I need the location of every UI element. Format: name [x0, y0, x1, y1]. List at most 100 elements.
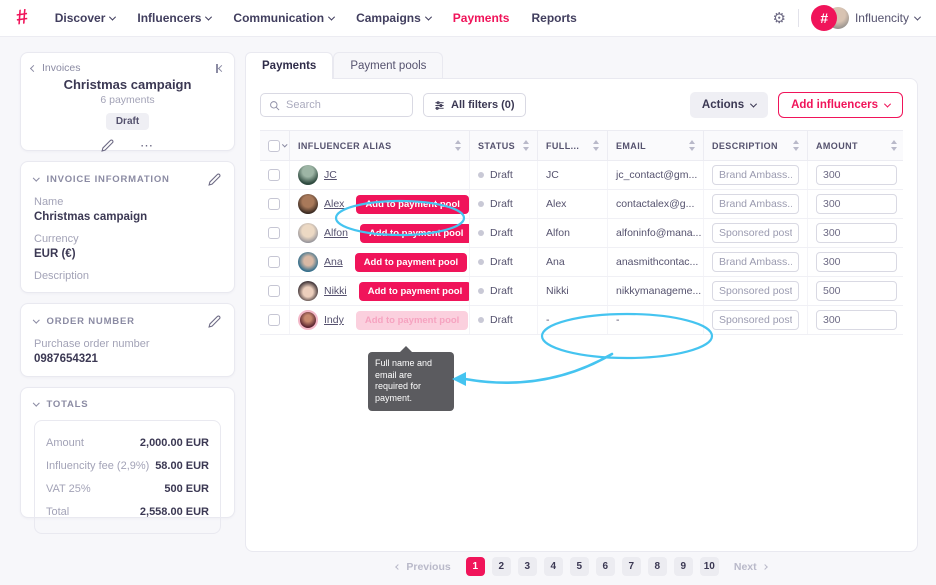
account-menu[interactable]: # Influencity: [810, 5, 922, 31]
nav-item-payments[interactable]: Payments: [452, 11, 510, 25]
table-header-row: INFLUENCER ALIAS STATUS FULL... EMAIL DE…: [260, 131, 903, 161]
order-number-header[interactable]: ORDER NUMBER: [33, 316, 135, 327]
column-header-description: DESCRIPTION: [704, 131, 808, 160]
influencer-alias-link[interactable]: Nikki: [324, 285, 347, 297]
chevron-left-icon: [29, 64, 38, 72]
row-checkbox[interactable]: [268, 314, 280, 326]
chevron-down-icon[interactable]: [282, 141, 288, 147]
sort-icon[interactable]: [523, 140, 529, 151]
status-dot-icon: [478, 172, 484, 178]
influencer-alias-link[interactable]: Indy: [324, 314, 344, 326]
edit-pencil-icon[interactable]: [101, 139, 114, 152]
previous-page-button[interactable]: Previous: [395, 561, 451, 573]
chevron-down-icon: [33, 316, 40, 324]
all-filters-button[interactable]: All filters (0): [423, 93, 526, 117]
description-input[interactable]: [712, 252, 799, 272]
nav-item-communication[interactable]: Communication: [233, 11, 336, 25]
totals-row-amount: Amount 2,000.00 EUR: [46, 436, 209, 449]
amount-input[interactable]: [816, 194, 897, 214]
page-button-2[interactable]: 2: [491, 557, 511, 576]
influencer-alias-link[interactable]: Alex: [324, 198, 345, 210]
totals-header[interactable]: TOTALS: [33, 399, 88, 410]
chevron-down-icon: [328, 13, 336, 21]
sort-icon[interactable]: [455, 140, 461, 151]
status-text: Draft: [490, 198, 513, 210]
page-button-4[interactable]: 4: [543, 557, 563, 576]
row-checkbox[interactable]: [268, 169, 280, 181]
edit-pencil-icon[interactable]: [208, 173, 221, 186]
add-to-payment-pool-button[interactable]: Add to payment pool: [354, 252, 468, 272]
account-name: Influencity: [855, 11, 922, 25]
full-name-cell: -: [538, 306, 608, 334]
description-input[interactable]: [712, 310, 799, 330]
tab-payments[interactable]: Payments: [245, 52, 334, 79]
amount-input[interactable]: [816, 310, 897, 330]
table-row: Indy Add to payment pool Draft - -: [260, 306, 903, 335]
column-header-full-name: FULL...: [538, 131, 608, 160]
row-checkbox[interactable]: [268, 227, 280, 239]
description-input[interactable]: [712, 165, 799, 185]
invoice-information-header[interactable]: INVOICE INFORMATION: [33, 174, 170, 185]
status-dot-icon: [478, 259, 484, 265]
nav-item-discover[interactable]: Discover: [55, 11, 117, 25]
add-influencers-button[interactable]: Add influencers: [778, 92, 903, 118]
chevron-down-icon: [913, 13, 922, 21]
search-input[interactable]: [286, 99, 404, 111]
sort-icon[interactable]: [793, 140, 799, 151]
page-button-10[interactable]: 10: [699, 557, 719, 576]
nav-item-campaigns[interactable]: Campaigns: [356, 11, 432, 25]
add-to-payment-pool-button[interactable]: Add to payment pool: [358, 281, 469, 301]
chevron-right-icon: [761, 563, 768, 570]
gear-icon[interactable]: ⚙: [772, 9, 786, 27]
amount-input[interactable]: [816, 223, 897, 243]
amount-input[interactable]: [816, 165, 897, 185]
influencer-alias-link[interactable]: Alfon: [324, 227, 348, 239]
chevron-down-icon: [109, 13, 117, 21]
search-box[interactable]: [260, 93, 413, 117]
sort-icon[interactable]: [689, 140, 695, 151]
full-name-cell: Nikki: [538, 277, 608, 305]
nav-item-influencers[interactable]: Influencers: [137, 11, 213, 25]
chevron-down-icon: [883, 100, 892, 108]
collapse-sidebar-icon[interactable]: [216, 63, 226, 73]
tab-payment-pools[interactable]: Payment pools: [333, 52, 444, 79]
page-button-6[interactable]: 6: [595, 557, 615, 576]
page-button-1[interactable]: 1: [465, 557, 485, 576]
status-text: Draft: [490, 256, 513, 268]
page-button-7[interactable]: 7: [621, 557, 641, 576]
next-page-button[interactable]: Next: [734, 561, 768, 573]
actions-button[interactable]: Actions: [689, 92, 769, 118]
influencity-logo-icon[interactable]: #: [14, 5, 29, 30]
more-options-icon[interactable]: ⋯: [140, 137, 154, 153]
influencer-alias-link[interactable]: Ana: [324, 256, 343, 268]
page-button-9[interactable]: 9: [673, 557, 693, 576]
row-checkbox[interactable]: [268, 256, 280, 268]
sort-icon[interactable]: [891, 140, 897, 151]
row-checkbox[interactable]: [268, 285, 280, 297]
nav-item-reports[interactable]: Reports: [531, 11, 577, 25]
page-button-5[interactable]: 5: [569, 557, 589, 576]
edit-pencil-icon[interactable]: [208, 315, 221, 328]
influencer-avatar: [298, 252, 318, 272]
description-input[interactable]: [712, 281, 799, 301]
select-all-checkbox[interactable]: [268, 139, 280, 152]
page-button-8[interactable]: 8: [647, 557, 667, 576]
amount-input[interactable]: [816, 252, 897, 272]
totals-card: TOTALS Amount 2,000.00 EUR Influencity f…: [20, 387, 235, 534]
amount-input[interactable]: [816, 281, 897, 301]
influencer-alias-link[interactable]: JC: [324, 169, 337, 181]
purchase-order-label: Purchase order number: [34, 338, 150, 350]
page-button-3[interactable]: 3: [517, 557, 537, 576]
add-to-payment-pool-button[interactable]: Add to payment pool: [359, 223, 469, 243]
description-input[interactable]: [712, 194, 799, 214]
column-header-influencer-alias: INFLUENCER ALIAS: [290, 131, 470, 160]
row-checkbox[interactable]: [268, 198, 280, 210]
column-header-status: STATUS: [470, 131, 538, 160]
back-to-invoices-link[interactable]: Invoices: [29, 62, 81, 74]
description-input[interactable]: [712, 223, 799, 243]
table-row: JC Draft JC jc_contact@gm...: [260, 161, 903, 190]
add-to-payment-pool-button[interactable]: Add to payment pool: [356, 194, 469, 214]
add-to-payment-pool-button-disabled: Add to payment pool: [355, 310, 469, 330]
status-badge: Draft: [105, 113, 150, 130]
sort-icon[interactable]: [593, 140, 599, 151]
